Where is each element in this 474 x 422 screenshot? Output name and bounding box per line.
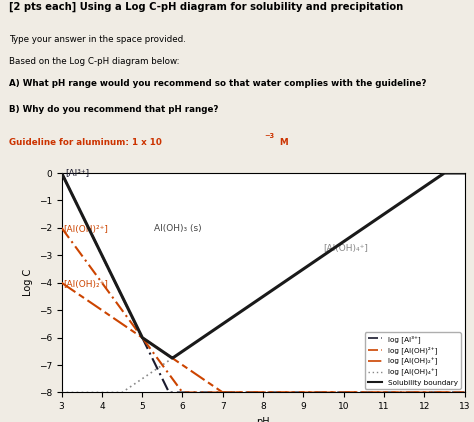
Text: B) Why do you recommend that pH range?: B) Why do you recommend that pH range?: [9, 105, 219, 114]
Text: [Al³⁺]: [Al³⁺]: [65, 168, 90, 177]
Text: Based on the Log C-pH diagram below:: Based on the Log C-pH diagram below:: [9, 57, 180, 66]
Text: [Al(OH)₄⁺]: [Al(OH)₄⁺]: [323, 244, 368, 253]
Text: −3: −3: [264, 133, 274, 138]
Legend: log [Al³⁺], log [Al(OH)²⁺], log [Al(OH)₂⁺], log [Al(OH)₄⁺], Solubility boundary: log [Al³⁺], log [Al(OH)²⁺], log [Al(OH)₂…: [365, 332, 461, 389]
Text: [Al(OH)²⁺]: [Al(OH)²⁺]: [64, 225, 109, 234]
Text: Type your answer in the space provided.: Type your answer in the space provided.: [9, 35, 186, 44]
Text: Guideline for aluminum: 1 x 10: Guideline for aluminum: 1 x 10: [9, 138, 163, 147]
Text: A) What pH range would you recommend so that water complies with the guideline?: A) What pH range would you recommend so …: [9, 79, 427, 88]
Text: [2 pts each] Using a Log C-pH diagram for solubility and precipitation: [2 pts each] Using a Log C-pH diagram fo…: [9, 2, 404, 12]
Text: Al(OH)₃ (s): Al(OH)₃ (s): [154, 224, 202, 233]
X-axis label: pH: pH: [256, 417, 270, 422]
Text: [Al(OH)₂⁺]: [Al(OH)₂⁺]: [64, 280, 109, 289]
Text: M: M: [277, 138, 289, 147]
Y-axis label: Log C: Log C: [23, 269, 33, 296]
